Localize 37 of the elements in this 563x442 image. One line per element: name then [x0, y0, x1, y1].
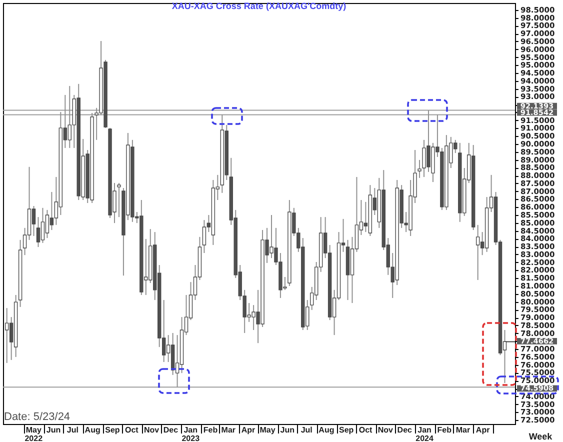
x-tick-label: Feb — [203, 426, 218, 434]
x-tick-label: Apr — [476, 426, 490, 434]
x-axis-title: Week — [528, 432, 554, 442]
x-tick-label: Jun — [280, 426, 295, 434]
candlestick — [36, 216, 40, 248]
candlestick — [50, 191, 54, 230]
x-tick-label: Oct — [358, 426, 373, 434]
x-tick-label: Nov — [378, 426, 394, 434]
chart-title: XAU-XAG Cross Rate (XAUXAG'Comdty) — [172, 1, 346, 11]
candlestick — [32, 206, 36, 236]
x-tick-label: Aug — [318, 426, 334, 434]
x-tick-label: Apr — [241, 426, 256, 434]
x-tick-label: Sep — [105, 426, 120, 434]
annotation: Date: 5/23/24 — [4, 411, 70, 423]
x-tick-label: Mar — [221, 426, 236, 434]
candlestick — [4, 308, 9, 364]
x-tick-label: May 2022 — [24, 426, 44, 442]
x-tick-label: Jan 2023 — [182, 426, 200, 442]
x-tick-label: Mar — [456, 426, 470, 434]
x-tick-label: Aug — [84, 426, 100, 434]
candlestick — [45, 209, 50, 239]
x-tick-label: Feb — [437, 426, 452, 434]
x-tick-label: Jul — [66, 426, 78, 434]
x-tick-label: Sep — [338, 426, 354, 434]
x-tick-label: Dec — [163, 426, 179, 434]
x-tick-label: Dec — [397, 426, 413, 434]
x-tick-label: Jul — [300, 426, 312, 434]
x-tick-label: Oct — [124, 426, 139, 434]
candlestick — [418, 159, 422, 178]
candlestick — [202, 220, 206, 254]
x-tick-label: May — [260, 426, 276, 434]
x-tick-label: Jun — [46, 426, 61, 434]
candlestick — [476, 224, 480, 280]
x-tick-label: Nov — [144, 426, 160, 434]
candlestick — [117, 182, 121, 218]
candlestick — [40, 207, 45, 244]
x-tick-label: Jan 2024 — [416, 426, 434, 442]
